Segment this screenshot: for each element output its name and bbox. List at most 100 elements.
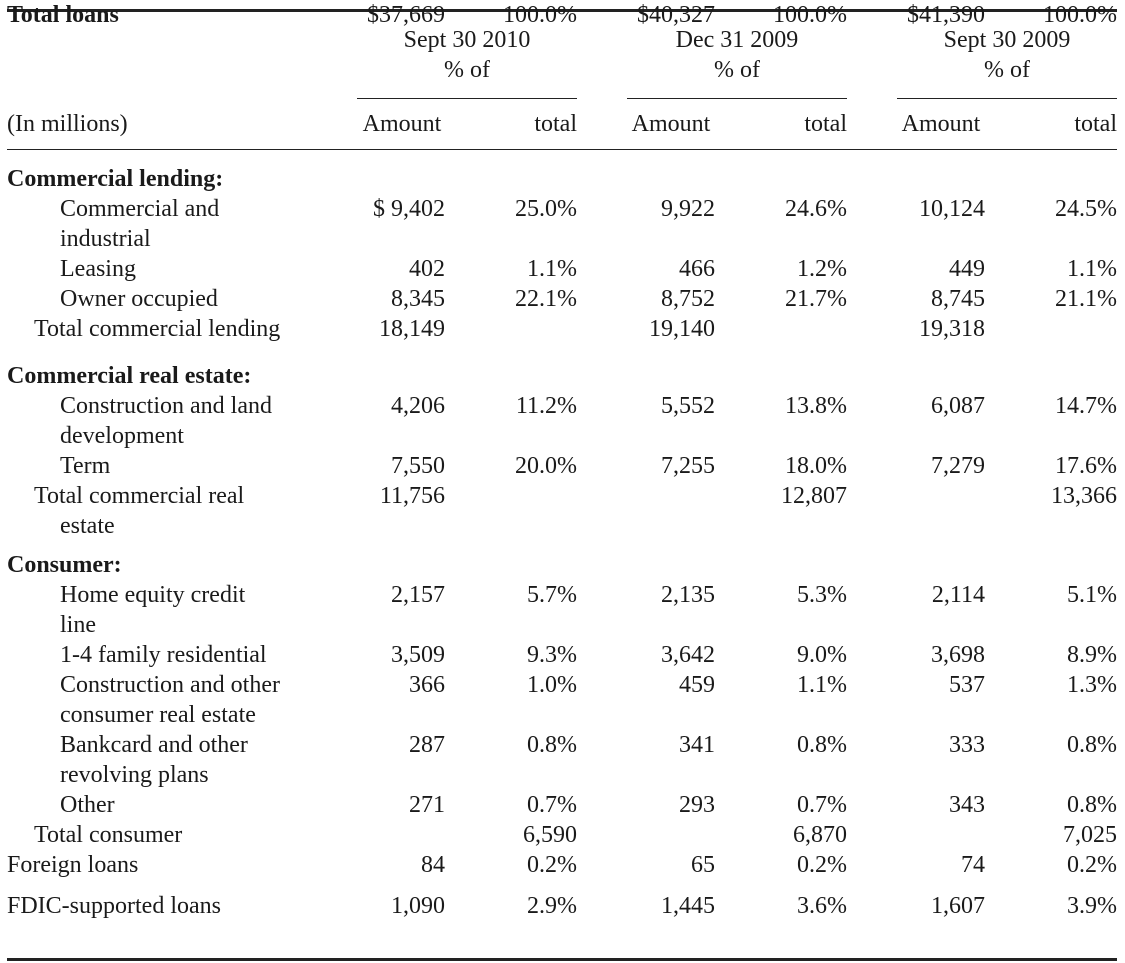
bottom-rule (7, 958, 1117, 961)
amount-cell: $37,669 (367, 2, 445, 28)
percent-cell: 24.6% (785, 196, 847, 222)
percent-cell: 3.9% (1067, 893, 1117, 919)
section-heading: Consumer: (7, 552, 122, 578)
amount-cell: 293 (679, 792, 715, 818)
percent-cell: 12,807 (781, 483, 847, 509)
amount-cell: $41,390 (907, 2, 985, 28)
percent-cell: 17.6% (1055, 453, 1117, 479)
unit-label: (In millions) (7, 111, 128, 137)
row-label: Foreign loans (7, 852, 139, 878)
amount-cell: 7,279 (931, 453, 985, 479)
pct-caption: % of (714, 57, 760, 83)
amount-cell: 3,509 (391, 642, 445, 668)
amount-cell: 6,087 (931, 393, 985, 419)
row-label: Leasing (60, 256, 136, 282)
percent-cell: 0.7% (797, 792, 847, 818)
row-label: Owner occupied (60, 286, 218, 312)
percent-cell: 7,025 (1063, 822, 1117, 848)
col-header-amount: Amount (362, 111, 442, 137)
percent-cell: 5.7% (527, 582, 577, 608)
row-label: Total commercial real (34, 483, 245, 509)
amount-cell: 2,114 (931, 582, 985, 608)
row-label: Bankcard and other (60, 732, 248, 758)
period-header-sept-2009: Sept 30 2009 % of (897, 25, 1117, 85)
row-label: industrial (60, 226, 151, 252)
percent-cell: 20.0% (515, 453, 577, 479)
percent-cell: 24.5% (1055, 196, 1117, 222)
col-header-total: total (804, 111, 847, 137)
amount-cell: 74 (961, 852, 985, 878)
percent-cell: 8.9% (1067, 642, 1117, 668)
amount-cell: 1,445 (661, 893, 715, 919)
row-label: Commercial and (60, 196, 220, 222)
percent-cell: 18.0% (785, 453, 847, 479)
amount-cell: 84 (421, 852, 445, 878)
percent-cell: 21.1% (1055, 286, 1117, 312)
amount-cell: 271 (409, 792, 445, 818)
amount-cell: 8,345 (391, 286, 445, 312)
row-label: Term (60, 453, 111, 479)
percent-cell: 1.1% (797, 672, 847, 698)
row-label: FDIC-supported loans (7, 893, 221, 919)
amount-cell: 341 (679, 732, 715, 758)
period-header-sept-2010: Sept 30 2010 % of (357, 25, 577, 85)
period-label: Dec 31 2009 (675, 27, 799, 53)
row-label: Total consumer (34, 822, 183, 848)
percent-cell: 0.8% (1067, 792, 1117, 818)
col-header-amount: Amount (901, 111, 981, 137)
amount-cell: 4,206 (391, 393, 445, 419)
header-rule (7, 149, 1117, 150)
percent-cell: 1.3% (1067, 672, 1117, 698)
amount-cell: 466 (679, 256, 715, 282)
amount-cell: 7,255 (661, 453, 715, 479)
percent-cell: 0.2% (797, 852, 847, 878)
amount-cell: 8,745 (931, 286, 985, 312)
percent-cell: 1.2% (797, 256, 847, 282)
amount-cell: 537 (949, 672, 985, 698)
row-label: development (60, 423, 184, 449)
pct-caption: % of (984, 57, 1030, 83)
percent-cell: 3.6% (797, 893, 847, 919)
amount-cell: 5,552 (661, 393, 715, 419)
percent-cell: 100.0% (503, 2, 577, 28)
amount-cell: 65 (691, 852, 715, 878)
percent-cell: 100.0% (773, 2, 847, 28)
row-label: Construction and other (60, 672, 280, 698)
amount-cell: 287 (409, 732, 445, 758)
percent-cell: 0.7% (527, 792, 577, 818)
amount-cell: 10,124 (919, 196, 985, 222)
period-header-dec-2009: Dec 31 2009 % of (627, 25, 847, 85)
percent-cell: 0.8% (527, 732, 577, 758)
amount-cell: 449 (949, 256, 985, 282)
amount-cell: 402 (409, 256, 445, 282)
percent-cell: 25.0% (515, 196, 577, 222)
pct-caption: % of (444, 57, 490, 83)
amount-cell: 19,318 (919, 316, 985, 342)
row-label: revolving plans (60, 762, 209, 788)
group-underline (357, 98, 577, 99)
amount-cell: 9,922 (661, 196, 715, 222)
row-label: Home equity credit (60, 582, 246, 608)
group-underline (627, 98, 847, 99)
amount-cell: 18,149 (379, 316, 445, 342)
row-label: estate (60, 513, 115, 539)
row-label: Total loans (7, 2, 119, 28)
percent-cell: 13,366 (1051, 483, 1117, 509)
amount-cell: 459 (679, 672, 715, 698)
section-heading: Commercial real estate: (7, 363, 252, 389)
amount-cell: 2,135 (661, 582, 715, 608)
amount-cell: 19,140 (649, 316, 715, 342)
row-label: Other (60, 792, 115, 818)
percent-cell: 0.2% (1067, 852, 1117, 878)
percent-cell: 5.3% (797, 582, 847, 608)
amount-cell: 1,607 (931, 893, 985, 919)
percent-cell: 6,590 (523, 822, 577, 848)
percent-cell: 11.2% (515, 393, 577, 419)
amount-cell: 8,752 (661, 286, 715, 312)
percent-cell: 1.1% (527, 256, 577, 282)
amount-cell: 11,756 (379, 483, 445, 509)
percent-cell: 22.1% (515, 286, 577, 312)
percent-cell: 9.3% (527, 642, 577, 668)
row-label: Construction and land (60, 393, 272, 419)
percent-cell: 0.8% (797, 732, 847, 758)
